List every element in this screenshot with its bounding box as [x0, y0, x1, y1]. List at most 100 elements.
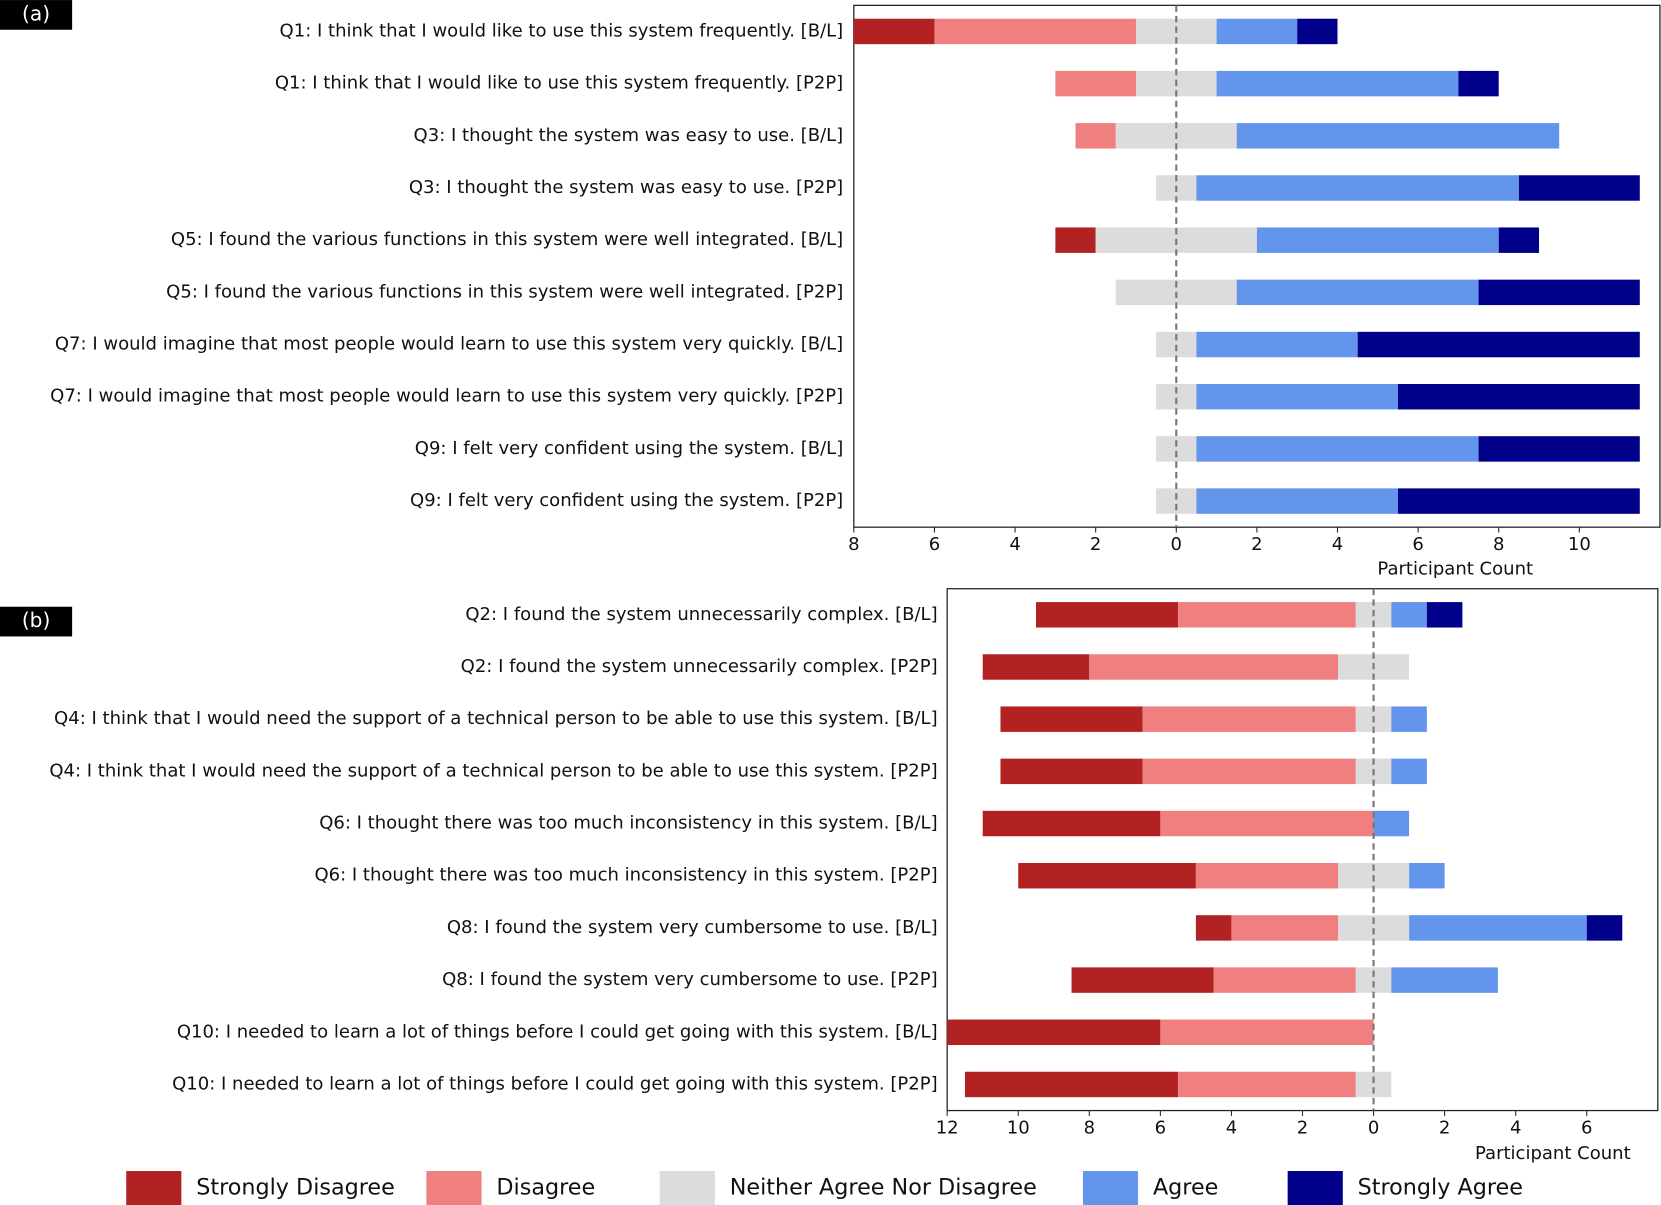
bar-segment: [1195, 862, 1339, 889]
bar-segment: [1586, 915, 1623, 941]
bar-segment: [1156, 436, 1197, 462]
bar-segment: [1018, 862, 1196, 889]
x-tick-label: 6: [929, 534, 940, 555]
bar-segment: [934, 18, 1136, 45]
x-tick-label: 6: [1155, 1118, 1166, 1139]
category-label: Q2: I found the system unnecessarily com…: [465, 604, 937, 625]
bar-segment: [1142, 706, 1356, 732]
panel-label-box: [0, 0, 73, 30]
bar-segment: [1373, 810, 1410, 837]
bar-segment: [964, 1071, 1179, 1098]
bar-segment: [1236, 279, 1479, 306]
legend-swatch: [426, 1171, 482, 1205]
bar-segment: [1409, 862, 1445, 889]
x-tick-label: 4: [1510, 1118, 1521, 1139]
bar-segment: [982, 810, 1161, 837]
bar-segment: [1160, 1019, 1374, 1046]
bar-segment: [1196, 175, 1519, 201]
bar-segment: [1216, 70, 1459, 97]
bar-segment: [982, 654, 1090, 680]
x-tick-label: 8: [1493, 534, 1504, 555]
bar-segment: [1195, 915, 1232, 941]
category-label: Q6: I thought there was too much inconsi…: [319, 813, 937, 834]
bar-segment: [1391, 602, 1427, 628]
panel-label: (a): [22, 1, 50, 25]
legend-label: Neither Agree Nor Disagree: [730, 1174, 1037, 1200]
x-tick-label: 6: [1581, 1118, 1592, 1139]
bar-segment: [1478, 436, 1640, 462]
x-tick-label: 4: [1226, 1118, 1237, 1139]
bar-segment: [1160, 810, 1374, 837]
bar-segment: [1000, 758, 1143, 785]
x-tick-label: 10: [1007, 1118, 1030, 1139]
bar-segment: [1426, 602, 1463, 628]
panel-label: (b): [22, 608, 51, 632]
bar-segment: [1216, 18, 1298, 45]
category-label: Q3: I thought the system was easy to use…: [409, 177, 843, 198]
legend-label: Disagree: [496, 1174, 595, 1200]
category-label: Q10: I needed to learn a lot of things b…: [177, 1021, 938, 1042]
bar-segment: [1231, 915, 1339, 941]
bar-segment: [1071, 967, 1214, 993]
bar-segment: [1055, 70, 1136, 97]
x-tick-label: 0: [1171, 534, 1182, 555]
x-tick-label: 8: [1084, 1118, 1095, 1139]
x-tick-label: 4: [1009, 534, 1020, 555]
category-label: Q10: I needed to learn a lot of things b…: [172, 1073, 938, 1094]
bar-segment: [1178, 602, 1356, 628]
x-tick-label: 2: [1297, 1118, 1308, 1139]
bar-segment: [1036, 602, 1179, 628]
category-label: Q9: I felt very confident using the syst…: [415, 438, 843, 459]
bar-segment: [1391, 967, 1498, 993]
bar-segment: [1196, 331, 1358, 358]
bar-segment: [1357, 331, 1640, 358]
legend-swatch: [126, 1171, 182, 1205]
x-tick-label: 2: [1090, 534, 1101, 555]
bar-segment: [1142, 758, 1356, 785]
category-label: Q5: I found the various functions in thi…: [166, 281, 843, 302]
bar-segment: [1391, 706, 1427, 732]
bar-segment: [1178, 1071, 1356, 1098]
bar-segment: [853, 18, 935, 45]
bar-segment: [1055, 227, 1096, 253]
bar-segment: [1000, 706, 1143, 732]
bar-segment: [1391, 758, 1427, 785]
category-label: Q3: I thought the system was easy to use…: [414, 125, 844, 146]
x-tick-label: 4: [1332, 534, 1343, 555]
legend-label: Strongly Agree: [1358, 1174, 1523, 1200]
category-label: Q8: I found the system very cumbersome t…: [442, 969, 938, 990]
category-label: Q8: I found the system very cumbersome t…: [447, 917, 938, 938]
bar-segment: [947, 1019, 1161, 1046]
x-tick-label: 2: [1439, 1118, 1450, 1139]
bar-segment: [1213, 967, 1356, 993]
category-label: Q5: I found the various functions in thi…: [171, 229, 843, 250]
category-label: Q9: I felt very confident using the syst…: [410, 490, 843, 511]
bar-segment: [1458, 70, 1499, 97]
x-tick-label: 8: [848, 534, 859, 555]
bar-segment: [1498, 227, 1540, 253]
bar-segment: [1478, 279, 1640, 306]
x-tick-label: 12: [936, 1118, 959, 1139]
bar-segment: [1196, 436, 1479, 462]
category-label: Q6: I thought there was too much inconsi…: [314, 865, 937, 886]
legend-swatch: [659, 1171, 715, 1205]
bar-segment: [1297, 18, 1338, 45]
x-tick-label: 0: [1368, 1118, 1379, 1139]
bar-segment: [1075, 123, 1116, 149]
bar-segment: [1409, 915, 1587, 941]
legend-swatch: [1082, 1171, 1139, 1205]
category-label: Q4: I think that I would need the suppor…: [49, 760, 937, 781]
category-label: Q2: I found the system unnecessarily com…: [461, 656, 938, 677]
panel-label-box: [0, 606, 73, 637]
category-label: Q1: I think that I would like to use thi…: [275, 73, 843, 94]
bar-segment: [1397, 488, 1640, 514]
category-label: Q1: I think that I would like to use thi…: [280, 20, 844, 41]
bar-segment: [1089, 654, 1339, 680]
bar-segment: [1518, 175, 1640, 201]
category-label: Q4: I think that I would need the suppor…: [54, 708, 938, 729]
x-axis-label: Participant Count: [1377, 559, 1533, 580]
category-label: Q7: I would imagine that most people wou…: [55, 334, 843, 355]
category-label: Q7: I would imagine that most people wou…: [50, 386, 843, 407]
